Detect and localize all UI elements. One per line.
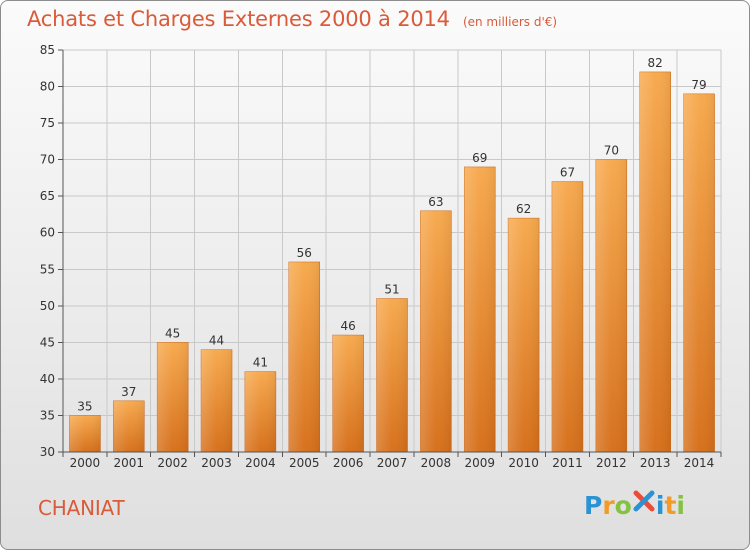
bar-shine-2013 — [639, 71, 671, 452]
y-axis-tick-label: 35 — [40, 408, 55, 422]
bar-shine-2011 — [551, 181, 583, 452]
bar-value-label: 51 — [384, 283, 399, 297]
bar-layer — [69, 71, 715, 453]
y-axis-tick-label: 60 — [40, 226, 55, 240]
x-axis-tick-label: 2006 — [333, 456, 364, 470]
bar-value-label: 62 — [516, 202, 531, 216]
bar-shine-2005 — [288, 261, 320, 452]
bar-value-label: 45 — [165, 326, 180, 340]
chart-title-row: Achats et Charges Externes 2000 à 2014 (… — [27, 7, 557, 31]
chart-title: Achats et Charges Externes 2000 à 2014 — [27, 7, 450, 31]
bar-value-label: 56 — [297, 246, 312, 260]
bar-shine-2010 — [508, 218, 540, 452]
x-axis-tick-label: 2001 — [114, 456, 145, 470]
bar-value-label: 82 — [648, 56, 663, 70]
x-axis-tick-label: 2009 — [464, 456, 495, 470]
bar-value-label: 35 — [77, 399, 92, 413]
x-axis-tick-label: 2003 — [201, 456, 232, 470]
bar-value-label: 44 — [209, 334, 224, 348]
bar-value-label: 46 — [340, 319, 355, 333]
bar-shine-2009 — [464, 166, 496, 453]
bar-shine-2004 — [244, 371, 276, 452]
bar-value-label: 69 — [472, 151, 487, 165]
brand-x-icon — [632, 489, 656, 513]
x-axis-tick-label: 2005 — [289, 456, 320, 470]
brand-letter-o: o — [614, 491, 632, 520]
y-axis-tick-label: 55 — [40, 262, 55, 276]
axis-layer — [58, 49, 722, 457]
y-axis-tick-label: 40 — [40, 372, 55, 386]
chart-unit: (en milliers d'€) — [462, 15, 558, 29]
bar-shine-2006 — [332, 335, 364, 452]
bar-value-label: 37 — [121, 385, 136, 399]
bar-shine-2003 — [201, 349, 233, 452]
proxiti-logo: P r o i t i — [584, 487, 696, 525]
x-axis-tick-label: 2011 — [552, 456, 583, 470]
bar-shine-2012 — [595, 159, 627, 453]
bar-value-label: 70 — [604, 144, 619, 158]
brand-letter-t: t — [664, 491, 677, 520]
y-axis-tick-label: 70 — [40, 153, 55, 167]
bar-value-label: 79 — [691, 78, 706, 92]
bar-value-label: 41 — [253, 356, 268, 370]
y-axis-tick-label: 30 — [40, 445, 55, 459]
bar-shine-2007 — [376, 298, 408, 452]
bar-shine-2014 — [683, 93, 715, 452]
bar-shine-2001 — [113, 400, 145, 452]
brand-letter-r: r — [602, 491, 615, 520]
x-axis-tick-label: 2008 — [421, 456, 452, 470]
x-axis-tick-label: 2007 — [377, 456, 408, 470]
brand-letter-p: P — [584, 491, 603, 520]
y-axis-tick-label: 65 — [40, 189, 55, 203]
brand-letter-i2: i — [676, 491, 685, 520]
y-axis-tick-label: 45 — [40, 335, 55, 349]
bar-value-label: 63 — [428, 195, 443, 209]
x-axis-tick-label: 2014 — [684, 456, 715, 470]
x-axis-tick-label: 2000 — [70, 456, 101, 470]
x-axis-tick-label: 2012 — [596, 456, 627, 470]
label-layer: 30 35 40 45 50 55 60 65 70 75 80 85 35 2000 37 2001 45 20… — [40, 43, 715, 470]
brand-letter-i1: i — [655, 491, 665, 520]
y-axis-tick-label: 80 — [40, 80, 55, 94]
bar-shine-2008 — [420, 210, 452, 452]
x-axis-tick-label: 2002 — [157, 456, 188, 470]
x-axis-tick-label: 2013 — [640, 456, 671, 470]
x-axis-tick-label: 2010 — [508, 456, 539, 470]
bar-value-label: 67 — [560, 166, 575, 180]
y-axis-tick-label: 50 — [40, 299, 55, 313]
x-axis-tick-label: 2004 — [245, 456, 276, 470]
bar-shine-2002 — [157, 342, 189, 452]
commune-name: CHANIAT — [38, 496, 125, 520]
bar-shine-2000 — [69, 415, 101, 452]
y-axis-tick-label: 85 — [40, 43, 55, 57]
y-axis-tick-label: 75 — [40, 116, 55, 130]
